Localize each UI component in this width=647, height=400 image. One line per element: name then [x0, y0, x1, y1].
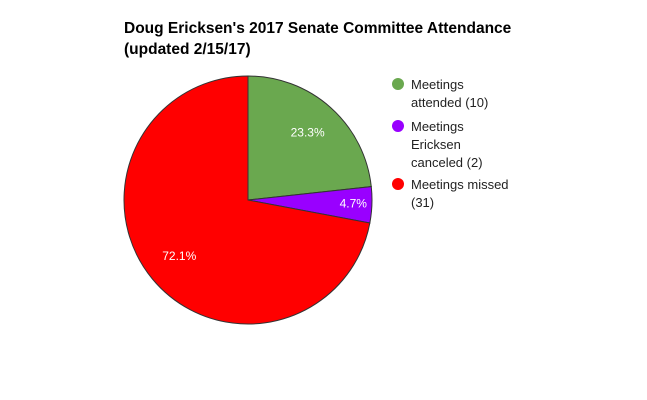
slice-label: 72.1% [162, 249, 196, 263]
legend-marker [392, 120, 404, 132]
slice-label: 4.7% [340, 196, 368, 210]
legend-marker [392, 178, 404, 190]
legend-label: Meetings missed (31) [411, 177, 509, 210]
legend-marker [392, 78, 404, 90]
pie-slice [247, 75, 372, 201]
slice-label: 23.3% [291, 126, 325, 140]
legend-label: Meetings attended (10) [411, 77, 489, 110]
pie-slice [123, 75, 371, 325]
legend-label: Meetings Ericksen canceled (2) [411, 119, 483, 170]
chart-title: Doug Ericksen's 2017 Senate Committee At… [124, 20, 512, 58]
